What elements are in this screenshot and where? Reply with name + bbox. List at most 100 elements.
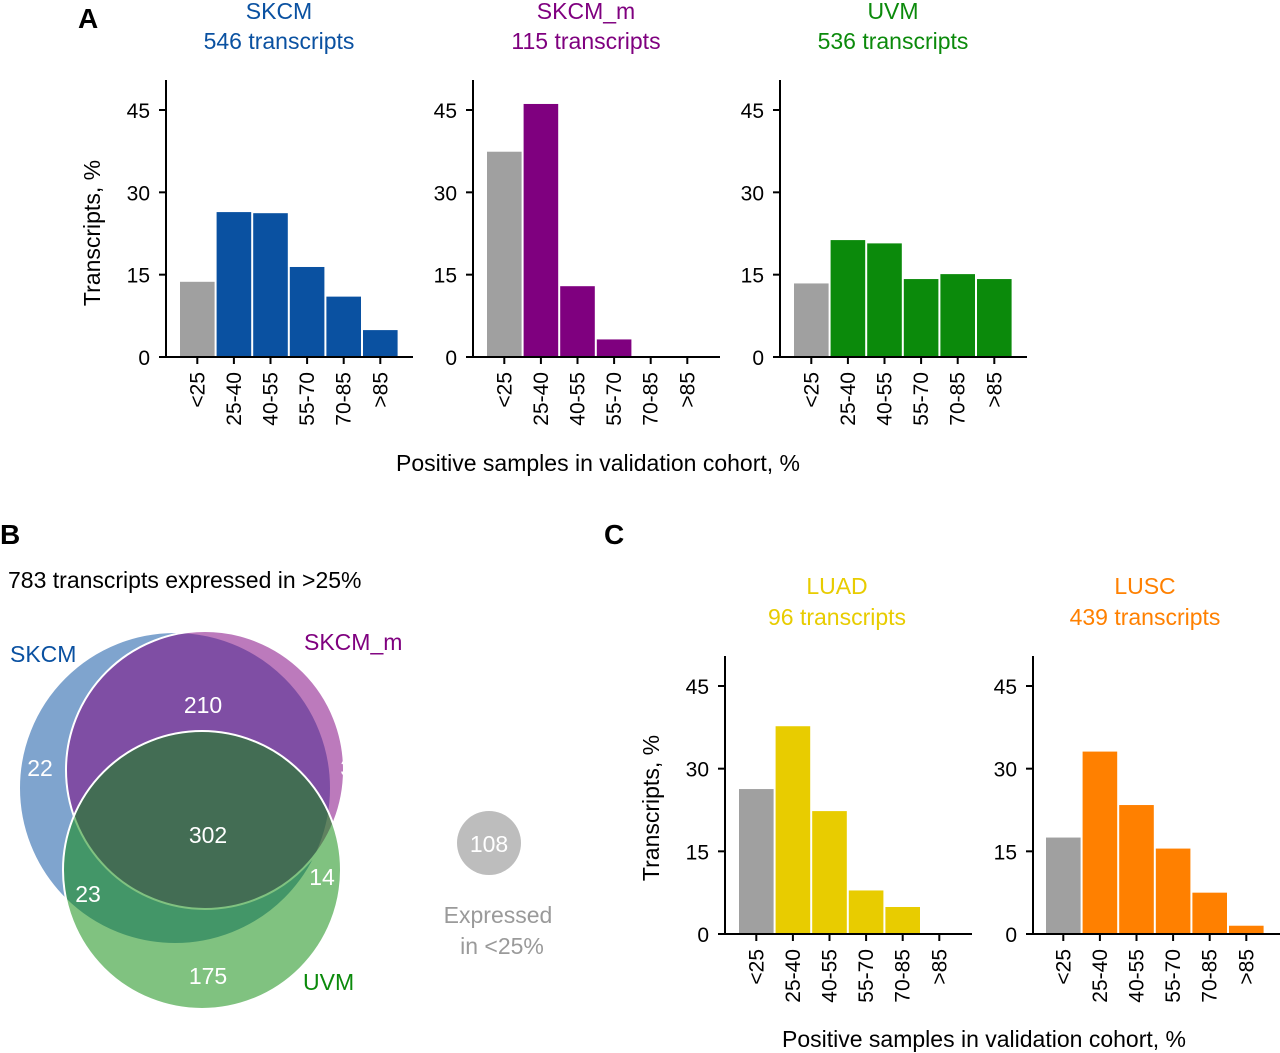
skcm-bar-5 [363, 330, 398, 357]
skcm-m-xtick-label-4: 70-85 [640, 372, 663, 426]
skcm-ytick-label-0: 0 [138, 347, 150, 370]
venn-region-skcm-m-uvm: 14 [309, 864, 335, 890]
lusc-xtick-label-4: 70-85 [1199, 949, 1222, 1003]
uvm-bar-5 [977, 279, 1012, 357]
venn-outside-label-line1: Expressed [444, 902, 553, 928]
venn-region-skcm-skcm-m: 210 [184, 692, 222, 718]
skcm-m-bar-2 [560, 286, 595, 357]
skcm-m-xtick-label-5: >85 [676, 372, 699, 408]
lusc-xtick-label-5: >85 [1235, 949, 1258, 985]
skcm-xtick-label-0: <25 [186, 372, 209, 408]
skcm-xtick-label-1: 25-40 [223, 372, 246, 426]
luad-ytick-label-0: 0 [697, 924, 709, 947]
panel-c-ylabel: Transcripts, % [638, 735, 664, 881]
skcm-bar-4 [326, 296, 361, 357]
skcm-m-subtitle: 115 transcripts [511, 28, 660, 54]
luad-xtick-label-2: 40-55 [819, 949, 842, 1003]
lusc-bar-2 [1119, 805, 1154, 934]
skcm-m-bar-0 [487, 151, 522, 357]
venn-outside-count: 108 [470, 831, 508, 857]
skcm-bar-3 [289, 266, 325, 357]
venn-set-label-skcm-m: SKCM_m [304, 629, 402, 655]
luad-xtick-label-1: 25-40 [782, 949, 805, 1003]
skcm-m-title: SKCM_m [537, 0, 635, 24]
uvm-subtitle: 536 transcripts [818, 28, 969, 54]
panel-a-xlabel: Positive samples in validation cohort, % [396, 450, 800, 476]
chart-luad: LUAD 96 transcripts 0 15 30 45 <25 25-40 40-55 55… [686, 573, 972, 1003]
skcm-ytick-label-45: 45 [127, 100, 150, 123]
skcm-m-ytick-label-0: 0 [445, 347, 457, 370]
lusc-title: LUSC [1114, 573, 1175, 599]
uvm-bar-4 [940, 274, 975, 357]
uvm-xtick-label-0: <25 [800, 372, 823, 408]
chart-skcm: SKCM 546 transcripts 0 15 30 45 <25 25-40 40-55 5… [127, 0, 413, 426]
luad-ytick-label-45: 45 [686, 676, 709, 699]
luad-bar-2 [812, 811, 847, 934]
uvm-xtick-label-3: 55-70 [910, 372, 933, 426]
skcm-ytick-label-15: 15 [127, 265, 150, 288]
uvm-ytick-label-15: 15 [741, 265, 764, 288]
luad-xtick-label-4: 70-85 [892, 949, 915, 1003]
panel-label-b: B [0, 519, 20, 550]
luad-bar-3 [848, 890, 884, 934]
skcm-m-xtick-label-1: 25-40 [530, 372, 553, 426]
lusc-subtitle: 439 transcripts [1070, 604, 1221, 630]
lusc-bar-0 [1046, 837, 1081, 934]
skcm-ytick-label-30: 30 [127, 182, 150, 205]
luad-bar-1 [775, 726, 811, 934]
panel-label-c: C [604, 519, 624, 550]
luad-title: LUAD [806, 573, 867, 599]
venn-title: 783 transcripts expressed in >25% [8, 567, 362, 593]
panel-label-a: A [78, 3, 98, 34]
venn-set-label-skcm: SKCM [10, 641, 76, 667]
luad-xtick-label-0: <25 [745, 949, 768, 985]
uvm-bar-0 [794, 283, 829, 357]
lusc-ytick-label-45: 45 [994, 676, 1017, 699]
skcm-m-ytick-label-45: 45 [434, 100, 457, 123]
venn-region-skcm-uvm: 23 [75, 881, 101, 907]
venn-diagram: 783 transcripts expressed in >25% SKCM S… [8, 567, 553, 1010]
uvm-xtick-label-4: 70-85 [947, 372, 970, 426]
venn-region-uvm-only: 175 [189, 963, 227, 989]
skcm-bar-1 [216, 212, 252, 357]
luad-ytick-label-15: 15 [686, 841, 709, 864]
skcm-subtitle: 546 transcripts [204, 28, 355, 54]
skcm-bar-0 [180, 281, 215, 357]
uvm-title: UVM [867, 0, 918, 24]
lusc-ytick-label-0: 0 [1005, 924, 1017, 947]
lusc-xtick-label-3: 55-70 [1162, 949, 1185, 1003]
lusc-ytick-label-30: 30 [994, 759, 1017, 782]
skcm-m-ytick-label-30: 30 [434, 182, 457, 205]
venn-outside-bubble [457, 811, 521, 875]
chart-lusc: LUSC 439 transcripts 0 15 30 45 <25 25-40 40-55 5… [994, 573, 1280, 1003]
lusc-xtick-label-0: <25 [1052, 949, 1075, 985]
skcm-m-bar-1 [523, 103, 559, 357]
skcm-xtick-label-4: 70-85 [333, 372, 356, 426]
venn-set-label-uvm: UVM [303, 969, 354, 995]
venn-outside-label-line2: in <25% [460, 933, 544, 959]
uvm-bar-2 [867, 243, 902, 357]
lusc-xtick-label-1: 25-40 [1089, 949, 1112, 1003]
uvm-ytick-label-0: 0 [752, 347, 764, 370]
chart-uvm: UVM 536 transcripts 0 15 30 45 <25 25-40 40-55 55… [741, 0, 1027, 426]
uvm-bar-3 [903, 279, 939, 357]
panel-a-ylabel: Transcripts, % [79, 160, 105, 306]
uvm-xtick-label-1: 25-40 [837, 372, 860, 426]
skcm-xtick-label-2: 40-55 [260, 372, 283, 426]
skcm-m-bar-3 [596, 339, 632, 357]
lusc-ytick-label-15: 15 [994, 841, 1017, 864]
lusc-bar-4 [1192, 892, 1227, 934]
venn-region-skcm-m-only: 37 [340, 755, 366, 781]
lusc-bar-1 [1082, 751, 1118, 934]
luad-xtick-label-5: >85 [928, 949, 951, 985]
luad-ytick-label-30: 30 [686, 759, 709, 782]
venn-circle-uvm [62, 730, 342, 1010]
skcm-title: SKCM [246, 0, 312, 24]
skcm-m-xtick-label-0: <25 [493, 372, 516, 408]
lusc-bar-5 [1229, 925, 1264, 934]
skcm-xtick-label-5: >85 [369, 372, 392, 408]
lusc-bar-3 [1155, 848, 1191, 934]
skcm-bar-2 [253, 213, 288, 357]
skcm-xtick-label-3: 55-70 [296, 372, 319, 426]
